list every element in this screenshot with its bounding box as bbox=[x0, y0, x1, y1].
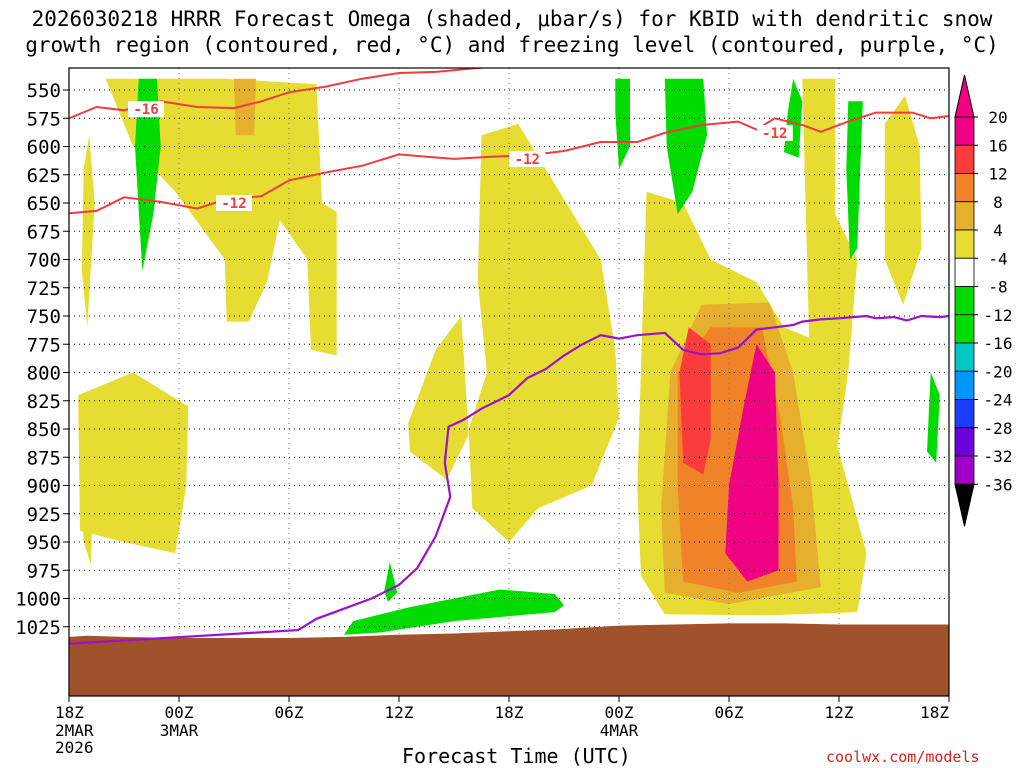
y-tick-label-575: 575 bbox=[27, 108, 61, 130]
y-tick-label-925: 925 bbox=[27, 504, 61, 526]
omega-region-6 bbox=[468, 123, 619, 543]
colorbar-cell-9 bbox=[954, 370, 975, 400]
omega-region-0 bbox=[81, 135, 95, 328]
dendritic-label-3-bg bbox=[756, 124, 793, 141]
x-tick-sublabel-0-1: 2026 bbox=[55, 738, 94, 757]
colorbar-cell-0 bbox=[954, 116, 975, 146]
colorbar-label-9: -20 bbox=[984, 362, 1013, 381]
colorbar-cell-6 bbox=[954, 286, 975, 316]
y-tick-label-850: 850 bbox=[27, 419, 61, 441]
x-tick-sublabel-0-0: 2MAR bbox=[55, 721, 94, 740]
colorbar-label-10: -24 bbox=[984, 391, 1013, 410]
contours: -16 -12 -12 -12 bbox=[69, 68, 949, 645]
freezing-level-contour bbox=[69, 314, 949, 645]
colorbar: 20 16 12 8 4 -4 -8 -12 -16 -20 -24 -28 -32 -36 bbox=[954, 74, 1013, 527]
omega-region-9 bbox=[884, 95, 922, 305]
y-tick-label-700: 700 bbox=[27, 250, 61, 272]
y-tick-label-625: 625 bbox=[27, 165, 61, 187]
colorbar-label-12: -32 bbox=[984, 447, 1013, 466]
dendritic-label-2: -12 bbox=[221, 196, 246, 212]
colorbar-cell-1 bbox=[954, 144, 975, 174]
colorbar-cell-4 bbox=[954, 229, 975, 259]
x-tick-label-3: 12Z bbox=[385, 703, 414, 722]
x-tick-label-1: 00Z bbox=[165, 703, 194, 722]
colorbar-label-8: -16 bbox=[984, 334, 1013, 353]
omega-region-4 bbox=[234, 78, 256, 136]
omega-region-20 bbox=[927, 372, 940, 463]
y-tick-label-825: 825 bbox=[27, 391, 61, 413]
colorbar-label-5: -4 bbox=[988, 249, 1007, 268]
terrain bbox=[69, 623, 949, 696]
y-tick-label-975: 975 bbox=[27, 560, 61, 582]
colorbar-cell-2 bbox=[954, 173, 975, 203]
colorbar-label-7: -12 bbox=[984, 306, 1013, 325]
colorbar-label-0: 20 bbox=[988, 108, 1007, 127]
site-credit: coolwx.com/models bbox=[826, 748, 980, 766]
y-tick-label-600: 600 bbox=[27, 137, 61, 159]
colorbar-label-1: 16 bbox=[988, 136, 1007, 155]
omega-region-14 bbox=[135, 78, 161, 271]
y-tick-label-675: 675 bbox=[27, 221, 61, 243]
y-tick-label-725: 725 bbox=[27, 278, 61, 300]
colorbar-cell-12 bbox=[954, 455, 975, 485]
x-tick-label-0: 18Z bbox=[55, 703, 84, 722]
omega-shading bbox=[78, 78, 940, 635]
y-tick-label-750: 750 bbox=[27, 306, 61, 328]
colorbar-cell-3 bbox=[954, 201, 975, 231]
colorbar-label-6: -8 bbox=[988, 278, 1007, 297]
colorbar-label-3: 8 bbox=[993, 193, 1003, 212]
y-tick-label-1025: 1025 bbox=[15, 617, 61, 639]
omega-region-5 bbox=[408, 316, 469, 480]
x-tick-sublabel-5-0: 4MAR bbox=[600, 721, 639, 740]
colorbar-cell-5 bbox=[954, 257, 975, 287]
x-tick-label-2: 06Z bbox=[275, 703, 304, 722]
omega-region-2 bbox=[78, 372, 189, 554]
colorbar-cell-11 bbox=[954, 427, 975, 457]
colorbar-label-11: -28 bbox=[984, 419, 1013, 438]
y-tick-label-1000: 1000 bbox=[15, 589, 61, 611]
dendritic-label-0-bg bbox=[128, 101, 164, 118]
dendritic-label-2-bg bbox=[216, 195, 252, 211]
y-tick-label-900: 900 bbox=[27, 476, 61, 498]
chart-title: 2026030218 HRRR Forecast Omega (shaded, … bbox=[25, 7, 999, 57]
omega-region-13 bbox=[725, 344, 779, 582]
gridlines bbox=[68, 68, 950, 696]
y-tick-label-650: 650 bbox=[27, 193, 61, 215]
colorbar-label-2: 12 bbox=[988, 165, 1007, 184]
x-tick-label-6: 06Z bbox=[715, 703, 744, 722]
x-tick-sublabel-1-0: 3MAR bbox=[160, 721, 199, 740]
x-tick-label-8: 18Z bbox=[920, 703, 949, 722]
y-tick-label-950: 950 bbox=[27, 532, 61, 554]
omega-region-3 bbox=[105, 78, 337, 356]
dendritic-label-3: -12 bbox=[762, 126, 787, 142]
dendritic-label-0: -16 bbox=[133, 102, 158, 118]
colorbar-label-4: 4 bbox=[993, 221, 1003, 240]
omega-region-17 bbox=[674, 90, 691, 192]
y-tick-label-800: 800 bbox=[27, 363, 61, 385]
colorbar-bottom-arrow bbox=[954, 483, 975, 527]
omega-region-15 bbox=[615, 78, 630, 170]
colorbar-top-arrow bbox=[954, 74, 975, 118]
omega-region-22 bbox=[384, 562, 398, 602]
y-tick-label-550: 550 bbox=[27, 80, 61, 102]
y-tick-label-775: 775 bbox=[27, 334, 61, 356]
y-axis: 550 575 600 625 650 675 700 725 750 775 800 825 850 8… bbox=[15, 80, 69, 639]
omega-region-18 bbox=[846, 101, 863, 260]
colorbar-cell-10 bbox=[954, 399, 975, 429]
omega-region-12 bbox=[679, 327, 711, 475]
dendritic-label-1-bg bbox=[509, 150, 546, 167]
x-tick-label-4: 18Z bbox=[495, 703, 524, 722]
y-tick-label-875: 875 bbox=[27, 447, 61, 469]
colorbar-cell-8 bbox=[954, 342, 975, 372]
x-axis-title: Forecast Time (UTC) bbox=[402, 744, 631, 768]
dendritic-label-1: -12 bbox=[515, 152, 540, 168]
terrain-fill bbox=[69, 623, 949, 696]
x-tick-label-5: 00Z bbox=[605, 703, 634, 722]
x-tick-label-7: 12Z bbox=[825, 703, 854, 722]
colorbar-cell-7 bbox=[954, 314, 975, 344]
omega-region-8 bbox=[802, 78, 858, 486]
colorbar-label-13: -36 bbox=[984, 475, 1013, 494]
